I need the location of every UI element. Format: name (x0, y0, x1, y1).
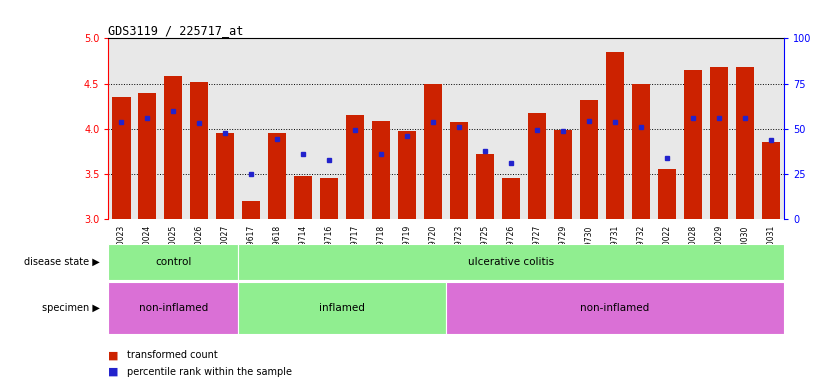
Bar (239, 244, 784, 280)
Bar (398, 131, 416, 219)
Bar (710, 67, 728, 219)
Bar (108, 244, 239, 280)
Text: disease state ▶: disease state ▶ (24, 257, 100, 267)
Bar (164, 76, 183, 219)
Bar (684, 70, 702, 219)
Bar (269, 133, 286, 219)
Text: ■: ■ (108, 367, 119, 377)
Bar (528, 113, 546, 219)
Bar (606, 52, 624, 219)
Bar (320, 178, 339, 219)
Text: transformed count: transformed count (127, 350, 218, 360)
Bar (108, 282, 239, 334)
Text: control: control (155, 257, 192, 267)
Bar (294, 177, 313, 219)
Bar (580, 100, 598, 219)
Bar (190, 82, 208, 219)
Text: ■: ■ (108, 350, 119, 360)
Bar (502, 178, 520, 219)
Bar (446, 282, 784, 334)
Text: percentile rank within the sample: percentile rank within the sample (127, 367, 292, 377)
Bar (554, 131, 572, 219)
Bar (632, 84, 651, 219)
Text: GDS3119 / 225717_at: GDS3119 / 225717_at (108, 24, 244, 37)
Bar (736, 67, 754, 219)
Bar (113, 97, 130, 219)
Bar (239, 282, 446, 334)
Text: non-inflamed: non-inflamed (138, 303, 208, 313)
Text: non-inflamed: non-inflamed (580, 303, 650, 313)
Bar (216, 133, 234, 219)
Text: inflamed: inflamed (319, 303, 365, 313)
Text: ulcerative colitis: ulcerative colitis (468, 257, 555, 267)
Bar (450, 122, 468, 219)
Bar (346, 115, 364, 219)
Bar (138, 93, 157, 219)
Bar (762, 142, 780, 219)
Bar (658, 169, 676, 219)
Text: specimen ▶: specimen ▶ (43, 303, 100, 313)
Bar (476, 154, 495, 219)
Bar (242, 201, 260, 219)
Bar (372, 121, 390, 219)
Bar (425, 84, 442, 219)
